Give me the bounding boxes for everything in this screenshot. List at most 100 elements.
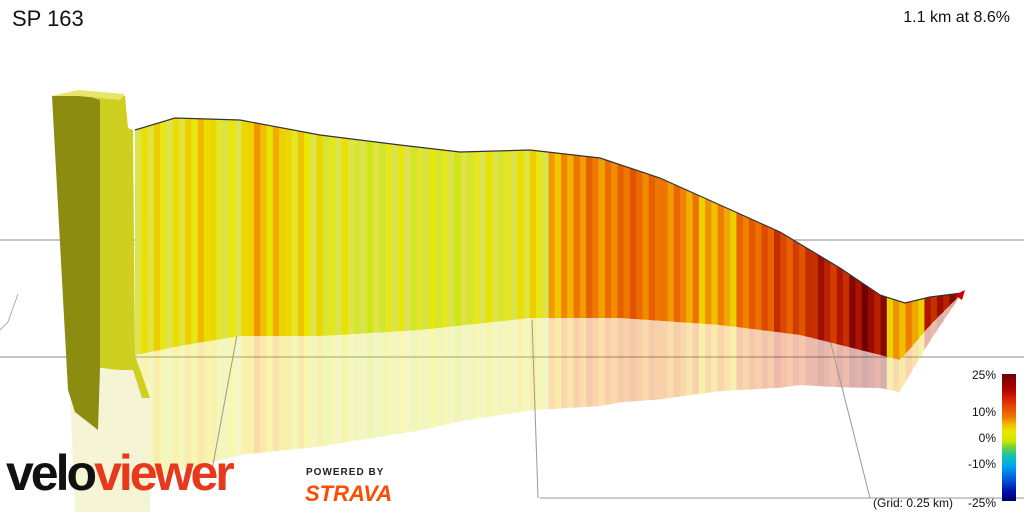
gradient-slice — [210, 119, 218, 341]
reflection-slice — [905, 346, 913, 382]
legend-label-10: 10% — [971, 405, 996, 419]
end-marker — [955, 290, 965, 300]
gradient-slice — [623, 165, 631, 319]
gradient-slice — [717, 203, 725, 326]
gradient-slice — [561, 153, 568, 318]
reflection-slice — [460, 324, 468, 422]
reflection-slice — [742, 327, 750, 390]
reflection-slice — [354, 333, 362, 442]
reflection-slice — [235, 336, 243, 457]
gradient-slice — [316, 134, 324, 336]
reflection-slice — [936, 311, 944, 331]
reflection-slice — [197, 341, 205, 467]
reflection-slice — [441, 326, 449, 426]
reflection-slice — [893, 358, 900, 393]
gradient-slice — [836, 266, 844, 346]
gradient-slice — [504, 150, 512, 321]
gradient-slice — [429, 148, 437, 329]
reflection-slice — [454, 325, 462, 423]
gradient-slice — [911, 299, 919, 347]
reflection-slice — [310, 336, 318, 448]
gradient-slice — [510, 150, 518, 321]
gradient-slice — [492, 150, 499, 323]
reflection-slice — [341, 334, 349, 444]
gradient-slice — [435, 149, 443, 329]
gradient-slice — [391, 143, 399, 332]
reflection-slice — [579, 318, 587, 408]
reflection-slice — [924, 324, 932, 350]
reflection-slice — [210, 339, 218, 463]
reflection-slice — [667, 321, 675, 399]
reflection-slice — [498, 320, 506, 416]
reflection-slice — [836, 344, 844, 388]
legend-label-minus10: -10% — [967, 457, 996, 471]
segment-title: SP 163 — [12, 6, 84, 31]
segment-summary: 1.1 km at 8.6% — [903, 9, 1010, 26]
reflection-slice — [166, 347, 174, 475]
reflection-slice — [805, 336, 813, 386]
gradient-slice — [586, 156, 593, 318]
gradient-slice — [235, 119, 243, 337]
gradient-slice — [642, 172, 650, 321]
reflection-slice — [322, 335, 330, 447]
reflection-slice — [191, 342, 199, 468]
gradient-slice — [805, 247, 813, 338]
reflection-slice — [492, 321, 499, 417]
gradient-slice — [780, 232, 788, 334]
gradient-slice — [304, 132, 312, 336]
gradient-slice — [297, 130, 305, 336]
ribbon-top-edge — [52, 90, 125, 100]
reflection-slice — [366, 332, 374, 439]
reflection-slice — [899, 353, 907, 393]
gradient-slice — [416, 146, 424, 331]
gradient-slice — [667, 181, 675, 322]
reflection-slice — [247, 336, 255, 454]
reflection-slice — [767, 330, 775, 389]
gradient-slice — [855, 278, 863, 351]
gradient-slice — [705, 198, 712, 325]
gradient-slice — [373, 141, 380, 333]
reflection-slice — [485, 322, 493, 418]
gradient-slice — [692, 192, 700, 324]
reflection-slice — [297, 336, 305, 449]
gradient-slice — [523, 150, 531, 319]
legend-label-0: 0% — [978, 431, 996, 445]
gradient-slice — [824, 258, 832, 343]
reflection-slice — [761, 330, 769, 389]
gradient-slice — [774, 229, 781, 333]
legend-label-minus25: -25% — [967, 496, 996, 510]
gradient-slice — [322, 135, 330, 336]
gradient-slice — [849, 274, 857, 349]
reflection-slice — [629, 318, 637, 402]
gradient-slice — [529, 150, 537, 319]
gradient-slice — [385, 143, 393, 333]
reflection-slice — [717, 324, 725, 392]
gradient-slice — [479, 151, 487, 324]
gradient-slice — [748, 218, 756, 330]
gradient-slice — [930, 296, 938, 325]
reflection-slice — [786, 333, 794, 387]
gradient-slice — [617, 163, 625, 319]
gradient-slice — [291, 129, 299, 336]
gradient-slice — [191, 118, 199, 344]
reflection-slice — [216, 338, 224, 462]
gradient-slice — [893, 299, 900, 360]
gradient-slice — [147, 124, 155, 353]
gradient-slice — [874, 291, 882, 356]
gradient-slice — [567, 154, 575, 318]
gradient-slice — [141, 126, 149, 354]
gradient-slice — [448, 150, 456, 327]
reflection-slice — [348, 333, 355, 443]
reflection-slice — [416, 329, 424, 431]
reflection-slice — [874, 353, 882, 389]
reflection-slice — [817, 339, 825, 387]
reflection-slice — [830, 342, 838, 388]
veloviewer-logo: veloviewer — [6, 445, 235, 501]
powered-by-label: POWERED BY — [306, 467, 385, 478]
reflection-slice — [567, 318, 575, 409]
gradient-slice — [736, 212, 744, 328]
reflection-slice — [535, 318, 543, 411]
reflection-slice — [510, 319, 518, 414]
reflection-slice — [254, 336, 261, 454]
gradient-slice — [379, 142, 387, 333]
